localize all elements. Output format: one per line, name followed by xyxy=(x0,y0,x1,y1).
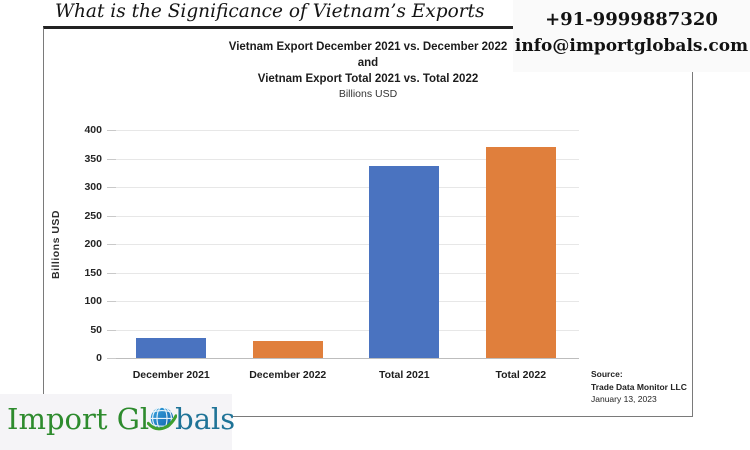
plot-area xyxy=(113,130,579,359)
bar-total-2021 xyxy=(369,166,440,358)
y-tick-label-50: 50 xyxy=(90,323,102,336)
y-tick-mark-0 xyxy=(107,358,116,359)
bar-december-2022 xyxy=(252,341,323,358)
contact-block: +91-9999887320 info@importglobals.com xyxy=(513,0,750,72)
y-tick-mark-250 xyxy=(107,215,116,217)
y-axis-tick-labels: 0 50 100 150 200 250 300 350 400 xyxy=(44,124,102,364)
gridline-400 xyxy=(113,130,579,131)
chart-title-block: Vietnam Export December 2021 vs. Decembe… xyxy=(44,39,692,102)
y-tick-label-100: 100 xyxy=(84,295,102,307)
gridline-100 xyxy=(113,301,579,302)
y-tick-mark-100 xyxy=(107,301,116,302)
source-date: January 13, 2023 xyxy=(591,394,657,404)
logo-text-before: Import Gl xyxy=(7,402,150,436)
x-tick-label-total-2021: Total 2021 xyxy=(378,369,430,381)
y-tick-label-150: 150 xyxy=(84,266,102,279)
contact-email: info@importglobals.com xyxy=(514,36,749,56)
chart-title-line-1: Vietnam Export December 2021 vs. Decembe… xyxy=(228,41,508,53)
globe-icon xyxy=(146,404,178,434)
y-tick-label-0: 0 xyxy=(96,352,102,364)
chart-subtitle: Billions USD xyxy=(338,88,398,100)
bar-total-2022 xyxy=(485,146,556,358)
logo: Import Gl bals xyxy=(0,394,236,450)
x-tick-label-total-2022: Total 2022 xyxy=(495,369,547,381)
gridline-350 xyxy=(113,158,579,160)
y-tick-label-200: 200 xyxy=(84,238,102,250)
y-tick-label-400: 400 xyxy=(84,124,102,136)
chart-title-line-2: and xyxy=(357,57,379,69)
y-tick-mark-400 xyxy=(107,130,116,131)
gridline-300 xyxy=(113,187,579,188)
y-tick-mark-150 xyxy=(107,272,116,274)
gridline-50 xyxy=(113,329,579,331)
y-tick-label-300: 300 xyxy=(84,181,102,193)
gridline-0 xyxy=(113,358,579,359)
y-tick-label-350: 350 xyxy=(84,152,102,165)
contact-phone: +91-9999887320 xyxy=(545,9,718,30)
y-tick-mark-300 xyxy=(107,187,116,188)
gridline-150 xyxy=(113,272,579,274)
source-block: Source: Trade Data Monitor LLC January 1… xyxy=(591,368,687,406)
source-label: Source: xyxy=(591,369,623,379)
y-tick-mark-350 xyxy=(107,158,116,160)
bar-december-2021 xyxy=(136,338,207,358)
logo-text-after: bals xyxy=(175,402,236,436)
y-tick-mark-200 xyxy=(107,244,116,245)
source-name: Trade Data Monitor LLC xyxy=(591,381,687,392)
y-tick-mark-50 xyxy=(107,329,116,331)
chart-container: Vietnam Export December 2021 vs. Decembe… xyxy=(43,26,693,417)
x-tick-label-december-2022: December 2022 xyxy=(249,369,327,381)
page-title: What is the Significance of Vietnam’s Ex… xyxy=(55,1,485,22)
chart-title-line-3: Vietnam Export Total 2021 vs. Total 2022 xyxy=(257,73,479,85)
x-tick-label-december-2021: December 2021 xyxy=(132,369,210,381)
gridline-200 xyxy=(113,244,579,245)
y-tick-label-250: 250 xyxy=(84,209,102,222)
gridline-250 xyxy=(113,215,579,217)
x-axis-tick-labels: December 2021 December 2022 Total 2021 Tota… xyxy=(113,369,579,385)
